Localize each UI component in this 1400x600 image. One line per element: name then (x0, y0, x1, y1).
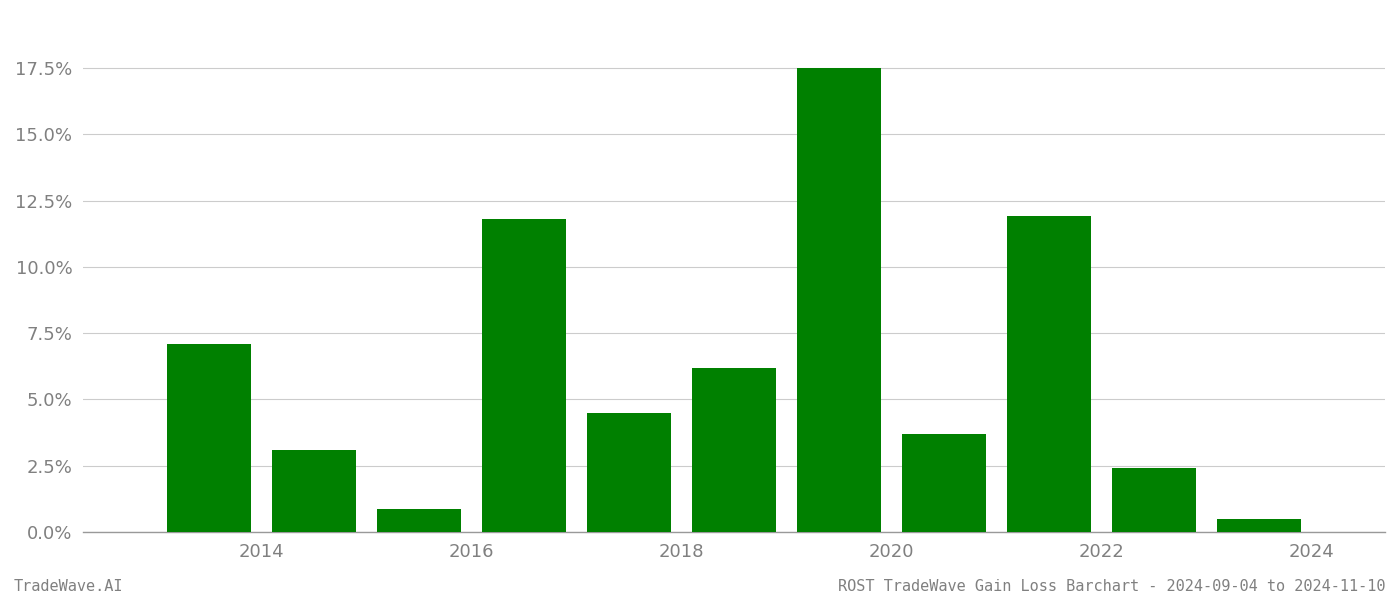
Bar (797, 68, 881, 532)
Text: ROST TradeWave Gain Loss Barchart - 2024-09-04 to 2024-11-10: ROST TradeWave Gain Loss Barchart - 2024… (839, 579, 1386, 594)
Text: TradeWave.AI: TradeWave.AI (14, 579, 123, 594)
Bar (1217, 518, 1301, 532)
Bar (902, 434, 986, 532)
Bar (168, 344, 252, 532)
Bar (692, 368, 776, 532)
Bar (1112, 468, 1196, 532)
Bar (1007, 217, 1091, 532)
Bar (482, 219, 566, 532)
Bar (377, 509, 461, 532)
Bar (273, 450, 356, 532)
Bar (587, 413, 671, 532)
